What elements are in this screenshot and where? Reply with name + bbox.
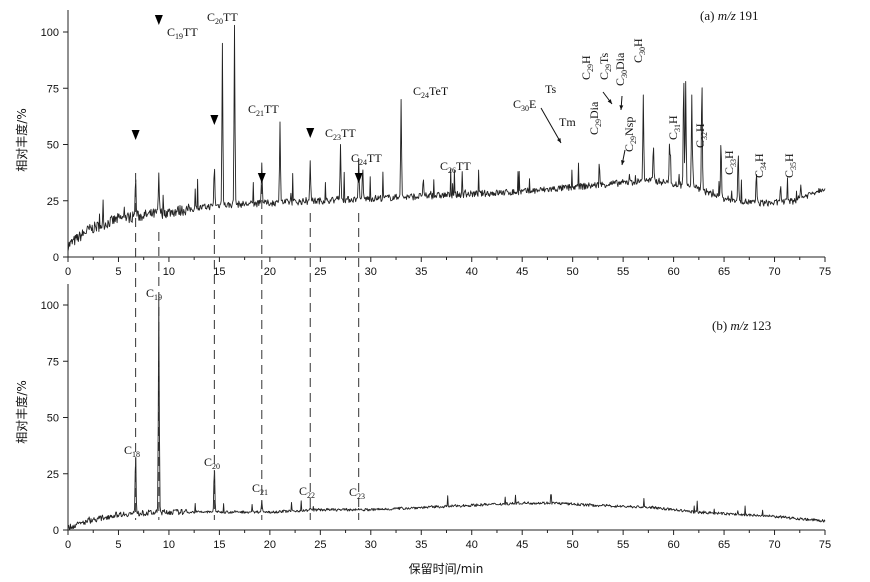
x-tick-label: 45	[516, 539, 528, 551]
x-tick-label: 50	[567, 266, 579, 278]
panel-a-triangle-markers	[131, 15, 363, 183]
x-tick-label: 40	[466, 266, 478, 278]
x-tick-label: 45	[516, 266, 528, 278]
y-tick-label: 75	[47, 83, 59, 95]
peak-label-c26tt: C26TT	[440, 159, 471, 175]
peak-label-c35h: C35H	[782, 153, 798, 178]
x-tick-label: 65	[718, 539, 730, 551]
peak-label-c29ts: C29Ts	[597, 52, 613, 80]
panel-b-peak-labels: C18 C19 C20 C21 C22 C23	[124, 286, 365, 501]
panel-a-x-ticks: 0 5 10 15 20 25 30 35 40 45 50 55 60 65 70 75	[65, 257, 831, 278]
y-tick-label: 100	[41, 300, 59, 312]
triangle-marker	[210, 115, 219, 125]
triangle-marker	[131, 130, 140, 140]
y-tick-label: 25	[47, 469, 59, 481]
x-tick-label: 35	[415, 539, 427, 551]
x-tick-label: 55	[617, 539, 629, 551]
peak-label-c30e: C30E	[513, 97, 536, 113]
peak-label-c20tt: C20TT	[207, 10, 238, 26]
x-tick-label: 30	[365, 539, 377, 551]
peak-label-c30dia: C30Dia	[613, 52, 629, 86]
peak-label-c29dia: C29Dia	[587, 101, 603, 135]
y-tick-label: 0	[53, 525, 59, 537]
panel-a-trace	[67, 24, 826, 252]
peak-label-ts: Ts	[545, 82, 556, 96]
triangle-marker	[354, 173, 363, 183]
x-tick-label: 65	[718, 266, 730, 278]
panel-b-y-axis-title: 相对丰度/%	[14, 380, 29, 443]
triangle-marker	[154, 15, 163, 25]
triangle-marker	[306, 128, 315, 138]
peak-label-c34h: C34H	[752, 153, 768, 178]
x-tick-label: 20	[264, 539, 276, 551]
y-tick-label: 100	[41, 27, 59, 39]
x-tick-label: 55	[617, 266, 629, 278]
panel-b-x-ticks: 0 5 10 15 20 25 30 35 40 45 50 55 60 65 70 75	[65, 530, 831, 551]
peak-label-c33h: C33H	[722, 150, 738, 175]
x-tick-label: 25	[314, 266, 326, 278]
peak-label-c19tt: C19TT	[167, 25, 198, 41]
x-tick-label: 5	[115, 539, 121, 551]
panel-b: 0 5 10 15 20 25 30 35 40 45 50 55 60 65 70 75 0 25 50 75 10…	[14, 284, 831, 576]
x-tick-label: 60	[667, 539, 679, 551]
arrow-c29ts-head	[607, 99, 612, 104]
peak-label-c23tt: C23TT	[325, 126, 356, 142]
x-tick-label: 15	[213, 539, 225, 551]
peak-label-c24tt: C24TT	[351, 151, 382, 167]
panel-b-title: (b) m/z 123	[712, 318, 771, 333]
y-tick-label: 25	[47, 196, 59, 208]
peak-label-c31h: C31H	[666, 115, 682, 140]
triangle-marker	[257, 173, 266, 183]
peak-label-c18: C18	[124, 443, 140, 459]
peak-label-c21tt: C21TT	[248, 102, 279, 118]
x-tick-label: 75	[819, 539, 831, 551]
peak-label-c29h: C29H	[579, 55, 595, 80]
arrow-c29nsp-head	[620, 160, 625, 165]
peak-label-c21: C21	[252, 481, 268, 497]
annotation-arrows	[540, 91, 626, 166]
arrow-c30e-head	[557, 138, 561, 143]
panel-a-y-ticks: 0 25 50 75 100	[41, 27, 68, 264]
arrow-c30e	[540, 107, 562, 144]
peak-label-c23: C23	[349, 485, 365, 501]
x-tick-label: 0	[65, 266, 71, 278]
x-tick-label: 75	[819, 266, 831, 278]
x-tick-label: 10	[163, 266, 175, 278]
peak-label-c30h: C30H	[631, 38, 647, 63]
x-tick-label: 35	[415, 266, 427, 278]
y-tick-label: 0	[53, 252, 59, 264]
peak-label-c20: C20	[204, 455, 220, 471]
x-tick-label: 15	[213, 266, 225, 278]
x-tick-label: 60	[667, 266, 679, 278]
panel-b-trace	[67, 297, 826, 531]
x-tick-label: 5	[115, 266, 121, 278]
x-tick-label: 50	[567, 539, 579, 551]
y-tick-label: 50	[47, 413, 59, 425]
x-tick-label: 20	[264, 266, 276, 278]
x-axis-title: 保留时间/min	[409, 562, 484, 576]
arrow-c30dia-head	[619, 105, 624, 110]
x-tick-label: 40	[466, 539, 478, 551]
peak-label-c19: C19	[146, 286, 162, 302]
panel-a: 0 5 10 15 20 25 30 35 40 45 50 55 60 65 70 75 0 25 50 75 10…	[14, 8, 831, 278]
x-tick-label: 30	[365, 266, 377, 278]
x-tick-label: 70	[768, 266, 780, 278]
peak-label-c29nsp: C29Nsp	[622, 117, 638, 152]
peak-label-c24tet: C24TeT	[413, 84, 449, 100]
panel-a-title: (a) m/z 191	[700, 8, 759, 23]
panel-b-y-ticks: 0 25 50 75 100	[41, 300, 68, 537]
peak-label-c22: C22	[299, 484, 315, 500]
panel-a-y-axis-title: 相对丰度/%	[14, 108, 29, 171]
x-tick-label: 0	[65, 539, 71, 551]
y-tick-label: 50	[47, 140, 59, 152]
x-tick-label: 70	[768, 539, 780, 551]
x-tick-label: 10	[163, 539, 175, 551]
peak-label-c32h: C32H	[693, 123, 709, 148]
x-tick-label: 25	[314, 539, 326, 551]
correlation-dashed-lines	[135, 173, 360, 520]
panel-a-peak-labels: C19TT C20TT C21TT C23TT C24TT C24TeT C26TT C30E…	[167, 10, 798, 178]
y-tick-label: 75	[47, 356, 59, 368]
peak-label-tm: Tm	[559, 115, 576, 129]
